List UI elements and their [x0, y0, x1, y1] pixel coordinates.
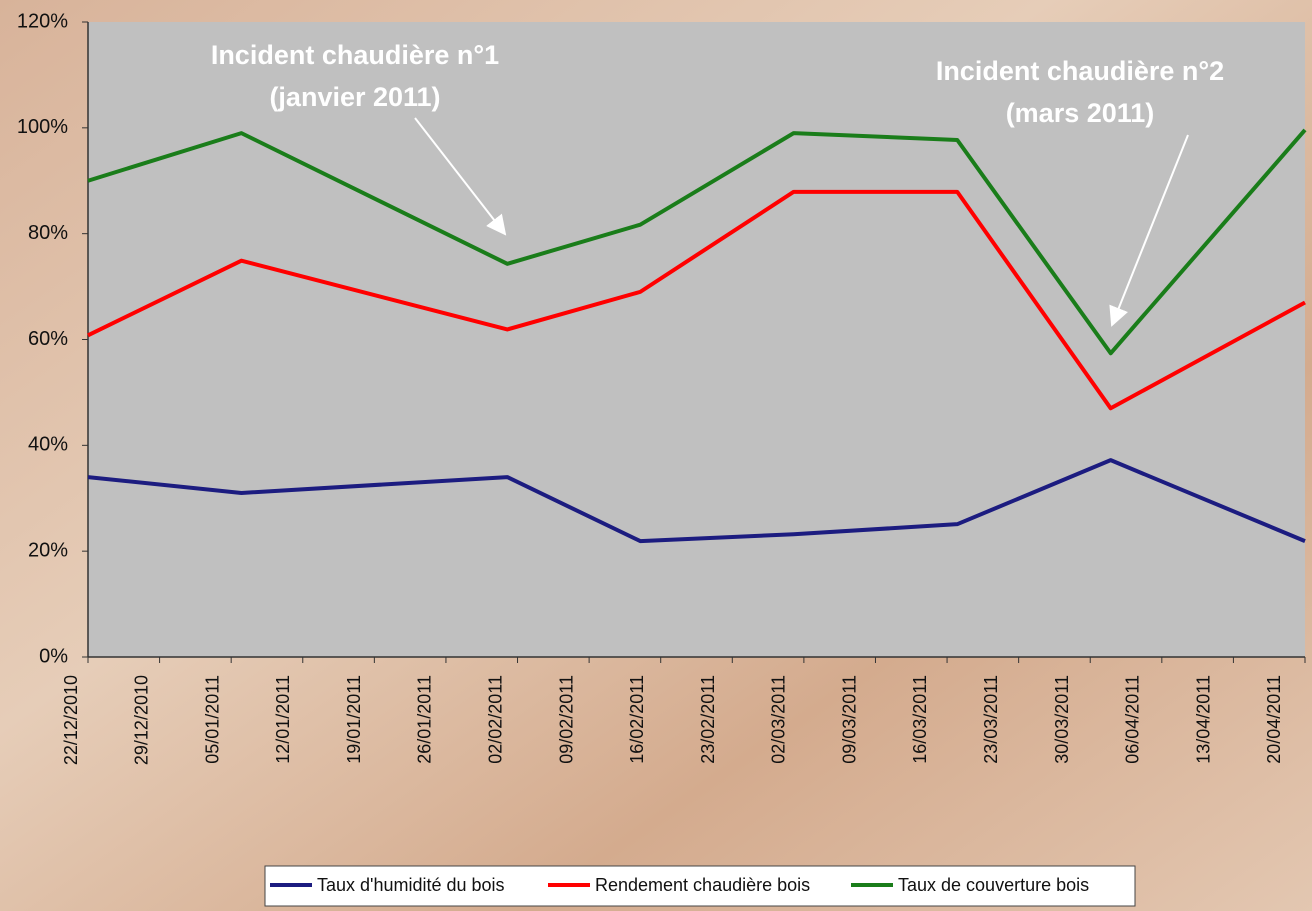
x-tick-label: 12/01/2011: [273, 675, 293, 764]
legend-label: Rendement chaudière bois: [595, 875, 810, 895]
x-tick-label: 13/04/2011: [1193, 675, 1213, 764]
annotation: (janvier 2011): [269, 82, 440, 112]
y-tick-label: 100%: [17, 116, 68, 138]
x-tick-label: 02/03/2011: [769, 675, 789, 764]
x-tick-label: 23/03/2011: [981, 675, 1001, 764]
x-tick-label: 16/02/2011: [627, 675, 647, 764]
x-tick-label: 30/03/2011: [1052, 675, 1072, 764]
y-tick-label: 80%: [28, 222, 68, 244]
x-tick-label: 05/01/2011: [202, 675, 222, 764]
x-tick-label: 29/12/2010: [132, 675, 152, 765]
annotation: Incident chaudière n°2: [936, 56, 1224, 86]
y-tick-label: 60%: [28, 328, 68, 350]
y-tick-label: 40%: [28, 434, 68, 456]
x-tick-label: 09/02/2011: [556, 675, 576, 764]
x-tick-label: 19/01/2011: [344, 675, 364, 764]
annotation: Incident chaudière n°1: [211, 40, 499, 70]
x-tick-label: 16/03/2011: [910, 675, 930, 764]
legend-label: Taux de couverture bois: [898, 875, 1089, 895]
x-tick-label: 26/01/2011: [415, 675, 435, 764]
x-tick-label: 23/02/2011: [698, 675, 718, 764]
x-tick-label: 20/04/2011: [1264, 675, 1284, 764]
x-tick-label: 06/04/2011: [1123, 675, 1143, 764]
x-tick-label: 09/03/2011: [839, 675, 859, 764]
x-tick-label: 02/02/2011: [485, 675, 505, 764]
y-tick-label: 20%: [28, 539, 68, 561]
y-tick-label: 120%: [17, 10, 68, 32]
chart: 0% 20% 40% 60% 80% 100% 120% 22/12/2010 29/12/20…: [0, 0, 1312, 911]
x-tick-label: 22/12/2010: [61, 675, 81, 765]
legend-label: Taux d'humidité du bois: [317, 875, 505, 895]
annotation: (mars 2011): [1006, 98, 1155, 128]
y-tick-label: 0%: [39, 645, 68, 667]
